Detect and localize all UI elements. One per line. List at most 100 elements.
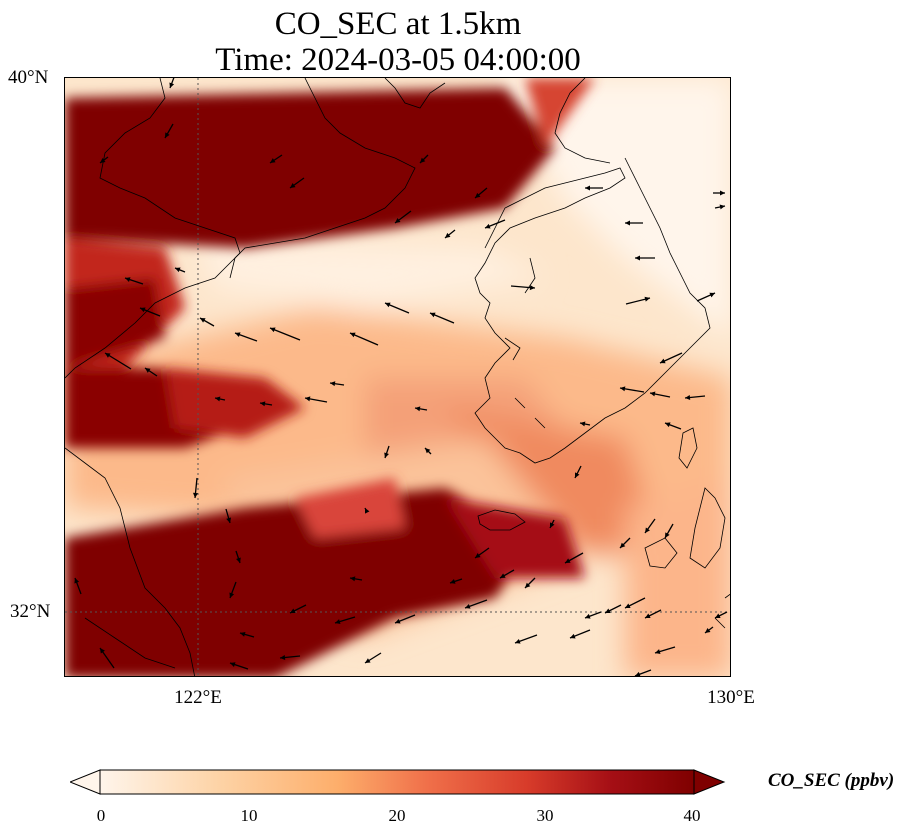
colorbar-label: CO_SEC (ppbv) <box>768 770 895 791</box>
wind-vector-head <box>660 358 666 364</box>
wind-vector-head <box>529 285 535 291</box>
wind-vector-head <box>350 332 356 338</box>
wind-vector-head <box>645 613 651 618</box>
colorbar <box>70 769 726 795</box>
wind-vector-head <box>709 292 715 298</box>
wind-vector-head <box>365 658 371 663</box>
wind-vector-head <box>395 618 401 624</box>
coastlines <box>65 78 730 676</box>
wind-vector-head <box>430 312 436 318</box>
gridlines <box>65 78 730 676</box>
wind-vector-head <box>200 318 206 323</box>
wind-vector-head <box>635 255 640 261</box>
wind-vector-head <box>665 532 670 538</box>
wind-vector-head <box>384 452 389 458</box>
colorbar-tick-40: 40 <box>683 806 701 825</box>
wind-vector-head <box>450 579 456 584</box>
wind-vector-head <box>290 608 296 613</box>
wind-vector-head <box>665 422 671 428</box>
wind-vector-head <box>420 157 426 163</box>
wind-vector-head <box>235 332 241 338</box>
colorbar-extend-high <box>693 769 726 795</box>
wind-vector-head <box>385 302 391 308</box>
wind-vector-head <box>100 648 105 654</box>
wind-vector-head <box>585 613 591 619</box>
wind-vector-head <box>445 232 451 238</box>
wind-vector-head <box>635 671 641 676</box>
wind-vector-head <box>236 557 241 563</box>
wind-vector-head <box>570 633 576 639</box>
wind-vector-head <box>230 662 236 667</box>
wind-vector <box>104 352 132 370</box>
wind-vector-head <box>620 386 626 392</box>
colorbar-tick-20: 20 <box>388 806 406 825</box>
wind-vector-head <box>305 396 311 402</box>
wind-vector-head <box>290 183 296 188</box>
wind-vector-head <box>605 608 611 613</box>
wind-vector-head <box>260 401 266 407</box>
wind-vector-head <box>100 158 106 163</box>
concentration-field <box>65 78 730 676</box>
colorbar-extend-low <box>70 769 101 795</box>
wind-vector-head <box>415 406 421 412</box>
lat-label-32n: 32°N <box>10 601 51 622</box>
wind-vector-head <box>175 267 181 273</box>
wind-vector-head <box>330 381 336 387</box>
wind-vector-head <box>585 185 590 191</box>
wind-vector-head <box>715 613 721 618</box>
wind-vector-head <box>140 307 146 313</box>
wind-vector <box>349 332 379 346</box>
wind-vector-head <box>125 277 131 282</box>
wind-vector-head <box>229 592 235 598</box>
wind-vector-head <box>240 631 246 637</box>
wind-vector-head <box>550 522 555 528</box>
wind-vector <box>269 327 301 341</box>
wind-vector-head <box>425 448 431 454</box>
wind-vector-head <box>685 395 691 400</box>
wind-vector-head <box>475 192 481 198</box>
wind-vector-head <box>270 327 276 333</box>
wind-vector-head <box>280 655 286 660</box>
wind-vector-head <box>485 223 491 229</box>
wind-vector-head <box>165 132 170 138</box>
wind-vector-head <box>705 628 711 633</box>
wind-vector-head <box>655 649 661 654</box>
colorbar-tick-10: 10 <box>240 806 258 825</box>
map-title-line2: Time: 2024-03-05 04:00:00 <box>215 42 581 78</box>
wind-vector-head <box>365 508 370 514</box>
wind-vector-head <box>650 391 656 397</box>
wind-vector-head <box>565 558 571 563</box>
wind-vector-head <box>335 619 341 624</box>
colorbar-gradient <box>99 769 695 795</box>
lon-label-122e: 122°E <box>174 687 222 708</box>
wind-vector-head <box>74 578 80 584</box>
lat-label-40n: 40°N <box>8 67 49 88</box>
map-plot-area <box>64 77 731 677</box>
wind-vector-head <box>105 353 111 358</box>
wind-vector-head <box>395 218 401 223</box>
wind-vector-head <box>720 190 725 196</box>
wind-vector-head <box>145 368 151 373</box>
wind-vector-head <box>575 472 580 478</box>
map-title-line1: CO_SEC at 1.5km <box>274 6 522 42</box>
wind-vector-head <box>625 603 631 608</box>
wind-vector-head <box>215 396 221 402</box>
wind-vector-head <box>270 158 276 163</box>
wind-vector-head <box>580 421 586 427</box>
wind-vector-head <box>719 204 725 210</box>
colorbar-tick-0: 0 <box>96 806 106 825</box>
wind-vectors <box>74 78 728 676</box>
lon-label-130e: 130°E <box>707 687 755 708</box>
wind-vector-head <box>350 576 356 582</box>
wind-vector-head <box>475 553 481 558</box>
wind-vector-head <box>515 638 521 644</box>
wind-vector-head <box>625 220 630 226</box>
wind-vector-head <box>644 296 650 302</box>
wind-vector-head <box>169 82 175 88</box>
wind-vector-head <box>645 527 650 533</box>
wind-vector-head <box>226 517 232 523</box>
wind-vector-head <box>500 573 506 578</box>
wind-vector-head <box>465 603 471 609</box>
colorbar-tick-30: 30 <box>536 806 554 825</box>
wind-vector-head <box>193 492 198 498</box>
